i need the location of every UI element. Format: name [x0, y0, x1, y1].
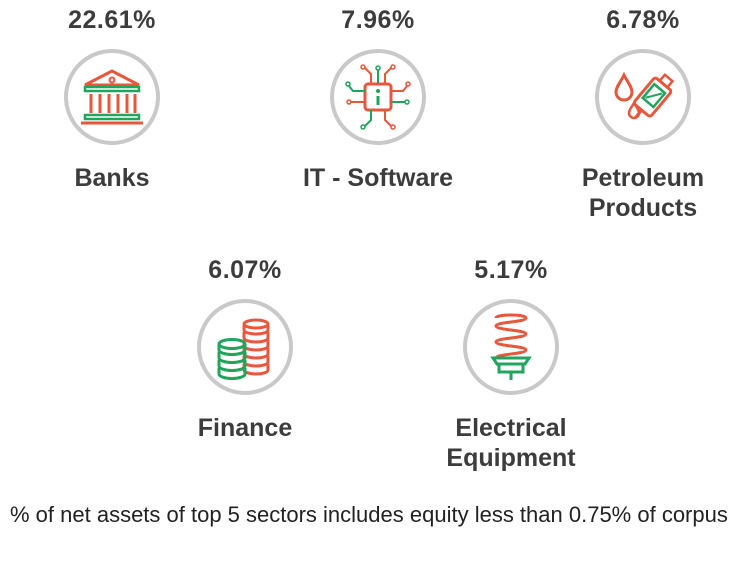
- sector-percent: 7.96%: [341, 6, 415, 34]
- sector-name: Finance: [197, 414, 293, 442]
- sector-icon-ring: [330, 49, 426, 145]
- sector-electrical-equipment: 5.17% Electrical Equipment: [401, 255, 621, 473]
- coin-stack-icon: [217, 318, 270, 380]
- sector-banks: 22.61% Banks: [2, 5, 222, 193]
- chip-icon: [345, 64, 411, 130]
- cfl-bulb-icon: [490, 313, 532, 380]
- bank-icon: [81, 69, 143, 125]
- sector-petroleum-products: 6.78% Petroleum Products: [533, 5, 747, 223]
- sector-percent: 6.78%: [606, 6, 680, 34]
- sector-icon-ring: [463, 299, 559, 395]
- footnote: % of net assets of top 5 sectors include…: [10, 502, 728, 527]
- sector-icon-ring: [197, 299, 293, 395]
- sector-name: Electrical Equipment: [446, 414, 576, 472]
- sector-percent: 6.07%: [208, 256, 282, 284]
- sector-name: IT - Software: [302, 164, 453, 192]
- sector-icon-ring: [595, 49, 691, 145]
- sector-it-software: 7.96% IT - Software: [268, 5, 488, 193]
- fuel-nozzle-icon: [614, 71, 675, 120]
- sector-percent: 5.17%: [474, 256, 548, 284]
- sector-percent: 22.61%: [68, 6, 156, 34]
- sector-name: Banks: [74, 164, 150, 192]
- sector-name: Petroleum Products: [581, 164, 705, 222]
- sector-finance: 6.07% Finance: [135, 255, 355, 443]
- sector-icon-ring: [64, 49, 160, 145]
